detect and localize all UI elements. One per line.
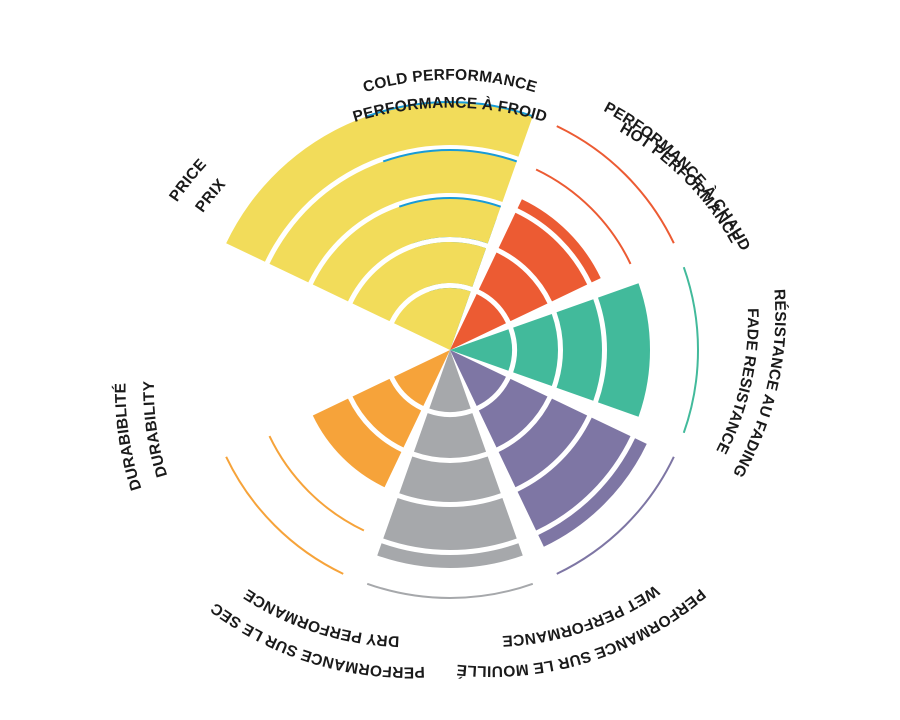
- sector-band-durability[interactable]: [394, 350, 450, 406]
- sector-band-price[interactable]: [269, 149, 517, 283]
- sector-band-dry-performance[interactable]: [413, 413, 487, 458]
- gridline-group: [225, 101, 699, 599]
- label-cold-performance-en: COLD PERFORMANCE: [361, 67, 539, 97]
- ring-outline-hot-performance: [556, 125, 675, 244]
- ring-outline-durability: [268, 435, 365, 532]
- sector-band-dry-performance[interactable]: [429, 350, 471, 412]
- sector-band-wet-performance[interactable]: [517, 417, 631, 531]
- sector-band-dry-performance[interactable]: [399, 456, 501, 502]
- sector-band-wet-performance[interactable]: [450, 350, 506, 406]
- sector-band-durability[interactable]: [312, 398, 402, 488]
- ring-outline-wet-performance: [556, 456, 675, 575]
- sector-band-price[interactable]: [352, 242, 487, 322]
- sector-band-hot-performance[interactable]: [450, 294, 506, 350]
- ring-outline-cold-performance: [382, 149, 518, 163]
- sector-group: [226, 101, 651, 568]
- sector-band-price[interactable]: [394, 287, 471, 350]
- ring-outline-fade-resistance: [682, 266, 699, 434]
- sector-band-durability[interactable]: [352, 378, 422, 448]
- sector-band-wet-performance[interactable]: [538, 438, 647, 547]
- sector-band-hot-performance[interactable]: [498, 212, 588, 302]
- ring-outline-durability: [225, 456, 344, 575]
- label-durability-fr: DURABIBLITÉ: [113, 383, 146, 493]
- sector-band-dry-performance[interactable]: [383, 497, 517, 550]
- label-durability-en: DURABILITY: [141, 380, 171, 479]
- sector-band-fade-resistance[interactable]: [597, 283, 651, 417]
- sector-band-hot-performance[interactable]: [517, 199, 601, 283]
- sector-band-dry-performance[interactable]: [377, 543, 523, 568]
- sector-band-fade-resistance[interactable]: [513, 313, 559, 387]
- sector-band-wet-performance[interactable]: [478, 378, 548, 448]
- ring-outline-dry-performance: [366, 582, 534, 599]
- sector-band-price[interactable]: [226, 101, 533, 262]
- sector-band-price[interactable]: [312, 198, 501, 302]
- ring-outline-cold-performance: [366, 101, 534, 118]
- sector-band-wet-performance[interactable]: [498, 398, 588, 488]
- ring-outline-cold-performance: [398, 197, 502, 208]
- sector-band-fade-resistance[interactable]: [450, 329, 512, 371]
- ring-outline-hot-performance: [535, 168, 632, 265]
- sector-band-hot-performance[interactable]: [478, 252, 548, 322]
- sector-band-fade-resistance[interactable]: [556, 299, 602, 401]
- label-price-fr: PRIX: [192, 175, 229, 215]
